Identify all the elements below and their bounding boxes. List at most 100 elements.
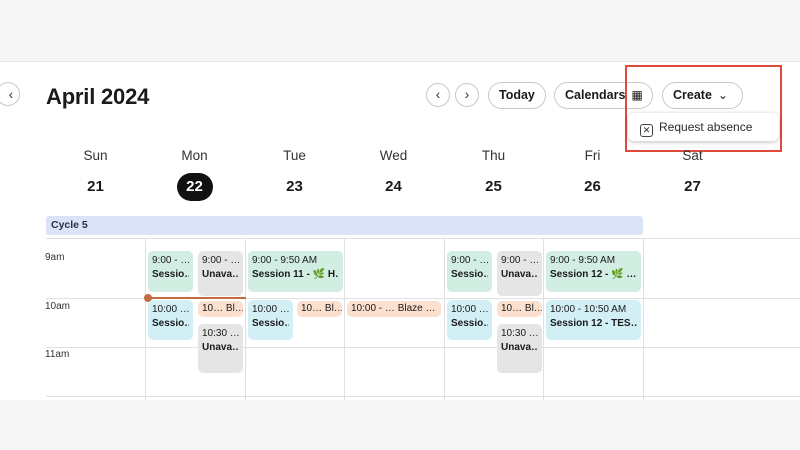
day-header-tue: Tue 23 <box>245 148 344 201</box>
event-time: 9:00 - … <box>501 255 538 266</box>
current-time-dot <box>144 294 152 302</box>
event-time: 10:00 - 10:50 AM <box>550 304 627 315</box>
time-label: 10am <box>45 301 71 312</box>
event-unavailable[interactable]: 10:30 … Unava… <box>198 324 243 373</box>
event-time: 9:00 - … <box>202 255 239 266</box>
day-header-thu: Thu 25 <box>444 148 543 201</box>
event-time: 10:00 … <box>252 304 289 315</box>
month-title: April 2024 <box>46 84 150 109</box>
event-blaze[interactable]: 10… Bl… <box>198 301 243 317</box>
event-session[interactable]: 9:00 - 9:50 AM Session 12 - 🌿 … <box>546 251 641 292</box>
grid-line <box>46 238 800 239</box>
today-label: Today <box>499 88 535 102</box>
grid-line <box>46 347 800 348</box>
event-session[interactable]: 10:00 … Sessio… <box>447 300 492 340</box>
event-title: Unava… <box>202 342 239 353</box>
day-header-fri: Fri 26 <box>543 148 642 201</box>
event-title: Unava… <box>501 342 538 353</box>
grid-line <box>46 396 800 397</box>
calendars-label: Calendars <box>565 88 626 102</box>
day-number[interactable]: 25 <box>485 178 502 195</box>
day-name: Fri <box>584 148 601 163</box>
event-time: 9:00 - 9:50 AM <box>550 255 616 266</box>
day-name: Thu <box>481 148 506 163</box>
calendars-button[interactable]: Calendars ▦ <box>554 82 653 109</box>
current-time-line <box>148 297 246 299</box>
day-header-wed: Wed 24 <box>344 148 443 201</box>
event-blaze[interactable]: 10… Bl… <box>297 301 342 317</box>
event-unavailable[interactable]: 9:00 - … Unava… <box>497 251 542 296</box>
event-session[interactable]: 9:00 - … Sessio… <box>148 251 193 292</box>
day-number[interactable]: 21 <box>87 178 104 195</box>
create-label: Create <box>673 88 712 102</box>
grid-column-line <box>245 238 246 400</box>
day-name: Mon <box>181 148 208 163</box>
event-time: 9:00 - … <box>152 255 189 266</box>
calendar-app: ‹ April 2024 ‹ › Today Calendars ▦ Create… <box>0 62 800 400</box>
time-label: 11am <box>45 349 70 360</box>
event-title: Sessio… <box>152 269 189 280</box>
event-title: 10… Bl… <box>301 303 342 314</box>
day-number-today[interactable]: 22 <box>176 173 213 201</box>
event-session[interactable]: 10:00 - 10:50 AM Session 12 - TES… <box>546 300 641 340</box>
event-session[interactable]: 9:00 - 9:50 AM Session 11 - 🌿 H… <box>248 251 343 292</box>
event-title: Sessio… <box>152 318 189 329</box>
time-label: 9am <box>45 252 65 263</box>
day-header-sun: Sun 21 <box>46 148 145 201</box>
event-title: Session 11 - 🌿 H… <box>252 269 339 280</box>
day-number[interactable]: 24 <box>385 178 402 195</box>
event-title: 10:00 - … Blaze … <box>351 303 436 314</box>
chevron-left-icon: ‹ <box>435 86 441 102</box>
chevron-down-icon: ⌄ <box>717 88 728 103</box>
event-title: 10… Bl… <box>202 303 243 314</box>
back-chevron-icon[interactable]: ‹ <box>0 82 20 106</box>
event-unavailable[interactable]: 10:30 … Unava… <box>497 324 542 373</box>
event-time: 10:00 … <box>152 304 189 315</box>
event-session[interactable]: 9:00 - … Sessio… <box>447 251 492 292</box>
day-number[interactable]: 23 <box>286 178 303 195</box>
day-name: Sun <box>83 148 108 163</box>
day-name: Sat <box>682 148 703 163</box>
event-title: Session 12 - 🌿 … <box>550 269 637 280</box>
top-divider <box>0 61 800 62</box>
highlight-box <box>625 65 782 152</box>
calendar-icon: ▦ <box>631 88 643 103</box>
request-absence-menu-item[interactable]: ✕ Request absence <box>628 113 779 141</box>
event-unavailable[interactable]: 9:00 - … Unava… <box>198 251 243 296</box>
event-blaze[interactable]: 10:00 - … Blaze … <box>347 301 441 317</box>
event-title: Session 12 - TES… <box>550 318 637 329</box>
event-blaze[interactable]: 10… Bl… <box>497 301 542 317</box>
event-session[interactable]: 10:00 … Sessio… <box>148 300 193 340</box>
event-title: 10… Bl… <box>501 303 542 314</box>
event-time: 10:30 … <box>501 328 538 339</box>
grid-column-line <box>444 238 445 400</box>
grid-column-line <box>145 238 146 400</box>
next-week-button[interactable]: › <box>455 83 479 107</box>
grid-column-line <box>543 238 544 400</box>
event-time: 10:30 … <box>202 328 239 339</box>
event-title: Unava… <box>202 269 239 280</box>
event-session[interactable]: 10:00 … Sessio… <box>248 300 293 340</box>
event-time: 10:00 … <box>451 304 488 315</box>
grid-column-line <box>344 238 345 400</box>
event-time: 9:00 - 9:50 AM <box>252 255 318 266</box>
grid-line <box>46 298 800 299</box>
day-name: Wed <box>379 148 408 163</box>
day-header-mon: Mon 22 <box>145 148 244 201</box>
day-number[interactable]: 27 <box>684 178 701 195</box>
request-absence-label: Request absence <box>659 120 753 134</box>
x-square-icon: ✕ <box>640 124 653 137</box>
create-button[interactable]: Create ⌄ <box>662 82 743 109</box>
day-name: Tue <box>283 148 306 163</box>
event-title: Sessio… <box>252 318 289 329</box>
event-title: Sessio… <box>451 269 488 280</box>
today-button[interactable]: Today <box>488 82 546 109</box>
chevron-right-icon: › <box>464 86 470 102</box>
grid-column-line <box>643 238 644 400</box>
event-title: Sessio… <box>451 318 488 329</box>
day-header-sat: Sat 27 <box>643 148 742 201</box>
cycle-banner[interactable]: Cycle 5 <box>46 216 643 235</box>
day-number[interactable]: 26 <box>584 178 601 195</box>
prev-week-button[interactable]: ‹ <box>426 83 450 107</box>
event-title: Unava… <box>501 269 538 280</box>
